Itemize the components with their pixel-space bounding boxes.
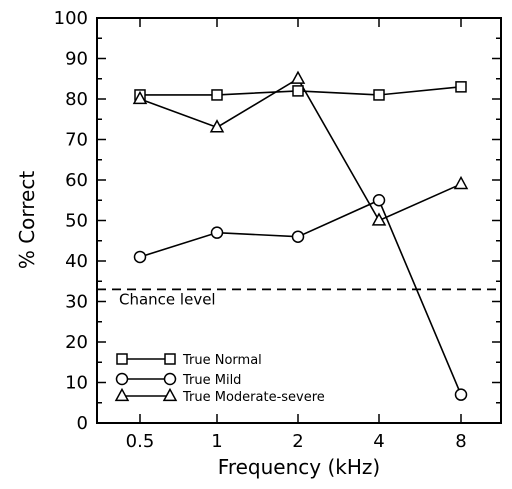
data-point [210,226,224,239]
series-markers [132,70,469,401]
data-point [373,89,385,101]
data-point [290,70,306,84]
x-tick-label: 0.5 [126,431,155,452]
y-axis-title: % Correct [15,171,39,270]
y-tick-label: 60 [65,170,88,191]
x-axis-title: Frequency (kHz) [218,455,380,479]
y-tick-label: 40 [65,251,88,272]
x-tick-label: 4 [373,431,384,452]
legend: True Normal True Mild True Moderate-severe [114,353,325,405]
y-tick-label: 30 [65,292,88,313]
y-tick-label: 80 [65,89,88,110]
y-tick-label: 10 [65,373,88,394]
legend-marker [115,372,129,386]
legend-label: True Mild [182,373,241,388]
data-point [291,230,305,243]
y-tick-label: 50 [65,211,88,232]
y-tick-label: 90 [65,49,88,70]
x-tick-label: 8 [455,431,466,452]
legend-marker [114,387,130,402]
y-tick-label: 70 [65,130,88,151]
chance-level-group: Chance level [97,288,501,308]
data-point [132,90,148,105]
y-tick-label: 0 [77,413,88,434]
plot-frame [96,17,502,424]
data-point [371,212,387,226]
x-tick-label: 2 [292,431,303,452]
data-point [453,175,469,190]
data-point [372,194,386,207]
chance-level-label: Chance level [119,290,216,308]
y-tick-label: 20 [65,332,88,353]
data-point [209,119,225,133]
x-tick-label: 1 [211,431,222,452]
y-tick-labels: 0 10 20 30 40 50 60 70 80 90 100 [54,8,88,434]
legend-label: True Normal [182,353,262,368]
data-point [292,85,304,97]
x-tick-labels: 0.5 1 2 4 8 [126,431,467,452]
data-point [454,388,468,401]
data-point [211,89,223,101]
y-tick-label: 100 [54,8,88,29]
data-point [455,81,467,93]
legend-label: True Moderate-severe [182,390,325,405]
series-line [139,77,462,222]
legend-marker [163,372,177,386]
data-point [133,250,147,264]
legend-marker [162,387,178,402]
legend-marker [116,353,128,365]
legend-marker [164,353,176,365]
